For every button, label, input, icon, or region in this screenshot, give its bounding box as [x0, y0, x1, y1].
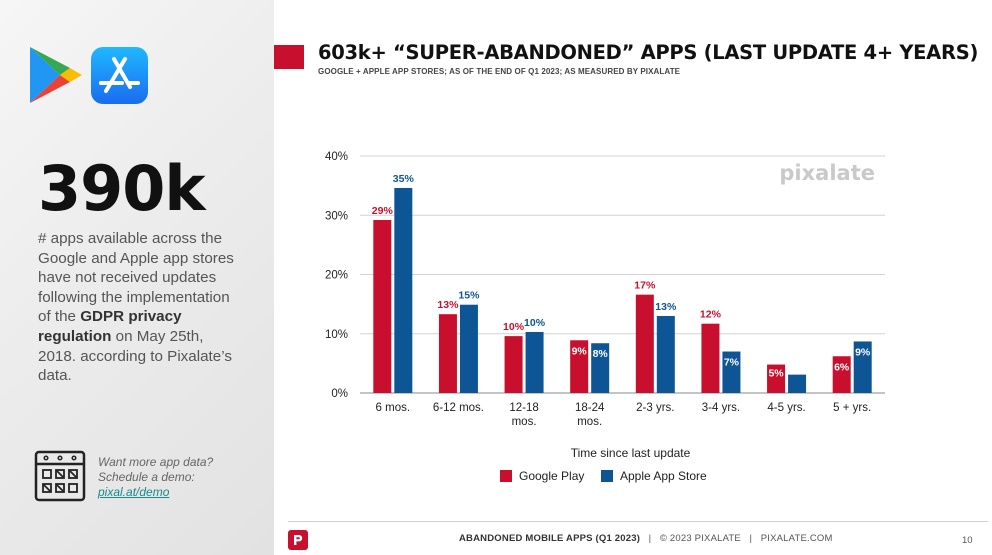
data-label: 5%	[768, 368, 784, 380]
footer-site[interactable]: PIXALATE.COM	[760, 533, 833, 544]
x-tick-label: 2-3 yrs.	[636, 402, 674, 414]
y-tick-label: 30%	[325, 210, 348, 222]
bar	[635, 294, 654, 393]
title-accent	[274, 45, 304, 69]
bar	[853, 341, 872, 393]
x-tick-label: mos.	[512, 416, 537, 428]
x-tick-label: 3-4 yrs.	[702, 402, 740, 414]
pixalate-watermark: pixalate	[779, 161, 875, 185]
x-tick-label: 6 mos.	[376, 402, 411, 414]
data-label: 7%	[724, 357, 740, 369]
y-tick-label: 10%	[325, 329, 348, 341]
footer-label: ABANDONED MOBILE APPS (Q1 2023)	[459, 533, 641, 544]
footer-copyright: © 2023 PIXALATE	[659, 533, 741, 544]
page-title: 603k+ “SUPER-ABANDONED” APPS (LAST UPDAT…	[318, 41, 979, 64]
desc-part-1: # apps available across the Google and A…	[38, 230, 234, 326]
page-number: 10	[962, 535, 973, 546]
data-label: 15%	[458, 290, 480, 302]
stat-value: 390k	[38, 152, 206, 225]
footer-divider	[288, 521, 988, 522]
desc-part-2: on May 25th, 2018. according to Pixalate…	[38, 327, 232, 385]
data-label: 17%	[634, 280, 656, 292]
x-tick-label: 6-12 mos.	[433, 402, 484, 414]
bar	[525, 331, 544, 393]
bar	[438, 314, 457, 393]
footer-sep-2: |	[749, 533, 753, 544]
bar	[656, 315, 675, 393]
data-label: 10%	[524, 317, 546, 329]
legend-swatch	[500, 470, 512, 482]
calendar-icon	[34, 450, 86, 502]
x-axis-label: Time since last update	[571, 446, 691, 460]
legend-label: Apple App Store	[620, 469, 707, 483]
bar	[570, 340, 589, 393]
footer-sep-1: |	[648, 533, 652, 544]
promo-line-1: Want more app data?	[98, 455, 214, 469]
sidebar: 390k # apps available across the Google …	[0, 0, 274, 555]
bar	[504, 336, 523, 393]
pixalate-logo-icon	[288, 530, 308, 550]
promo-line-2: Schedule a demo:	[98, 470, 195, 485]
desc-bold: GDPR privacy regulation	[38, 308, 182, 345]
data-label: 3%	[789, 378, 805, 390]
data-label: 29%	[372, 205, 394, 217]
bar	[832, 356, 851, 393]
bar	[394, 187, 413, 393]
data-label: 13%	[437, 299, 459, 311]
stat-description: # apps available across the Google and A…	[38, 229, 243, 386]
page-subtitle: GOOGLE + APPLE APP STORES; AS OF THE END…	[318, 67, 681, 76]
footer-text: ABANDONED MOBILE APPS (Q1 2023) | © 2023…	[459, 533, 833, 544]
data-label: 35%	[393, 173, 415, 185]
x-tick-label: 5 + yrs.	[833, 402, 871, 414]
store-logos	[30, 47, 148, 104]
bar	[591, 343, 610, 393]
data-label: 10%	[503, 321, 525, 333]
data-label: 9%	[855, 346, 871, 358]
data-label: 12%	[700, 309, 722, 321]
x-tick-label: 18-24	[575, 402, 605, 414]
bar	[767, 364, 786, 393]
x-tick-label: mos.	[577, 416, 602, 428]
x-tick-label: 4-5 yrs.	[767, 402, 805, 414]
bar	[459, 304, 478, 393]
legend-label: Google Play	[519, 469, 584, 483]
data-label: 8%	[593, 348, 609, 360]
y-tick-label: 0%	[331, 388, 348, 400]
data-label: 13%	[655, 301, 677, 313]
bar	[373, 219, 392, 393]
app-store-icon	[91, 47, 148, 104]
data-label: 9%	[572, 345, 588, 357]
bar	[701, 323, 720, 393]
demo-promo: Want more app data? Schedule a demo: pix…	[98, 455, 213, 501]
google-play-icon	[30, 47, 82, 103]
bar	[788, 374, 807, 393]
data-label: 6%	[834, 361, 850, 373]
demo-link[interactable]: pixal.at/demo	[98, 485, 170, 500]
legend-swatch	[601, 470, 613, 482]
y-tick-label: 40%	[325, 151, 348, 163]
bar	[722, 351, 741, 393]
y-tick-label: 20%	[325, 270, 348, 282]
x-tick-label: 12-18	[509, 402, 538, 414]
